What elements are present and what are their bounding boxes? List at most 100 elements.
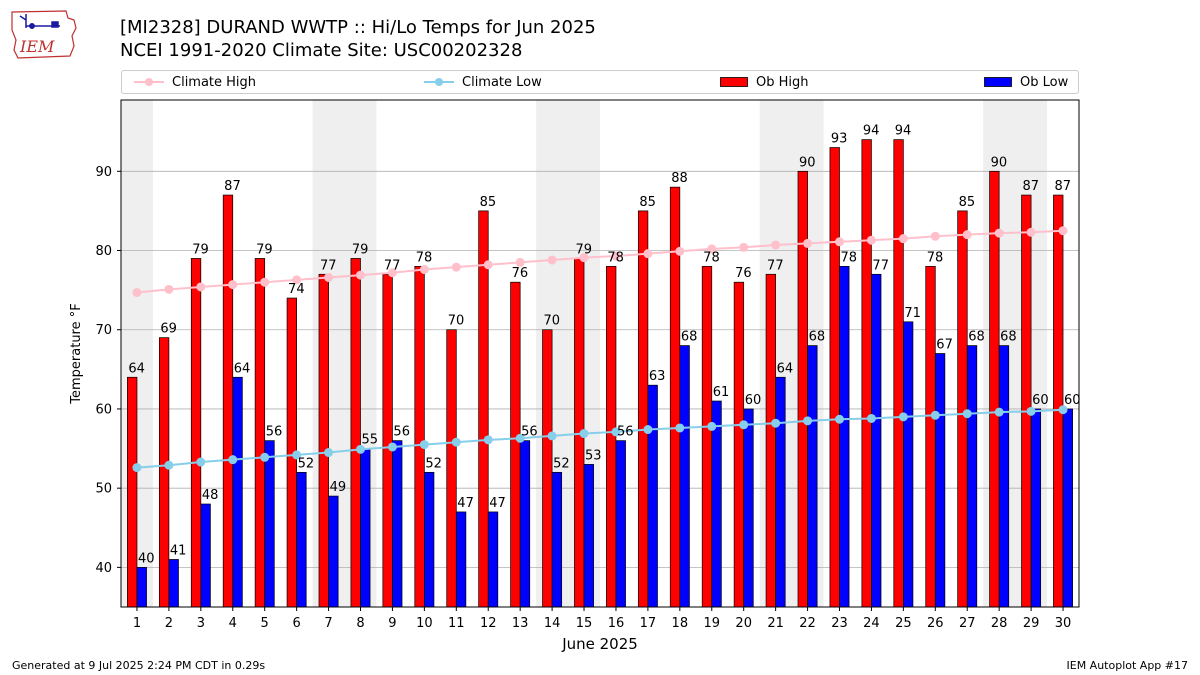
legend-item-ob-high: Ob High [720,71,809,93]
climate-high-point-24 [866,235,876,245]
climate-low-point-12 [483,435,493,445]
ob-high-bar-7 [318,273,329,608]
climate-high-point-11 [451,262,461,272]
ob-high-value-27: 85 [959,195,976,210]
ob-low-bar-11 [455,511,467,608]
legend: Climate High Climate Low Ob High Ob Low [121,70,1079,94]
ob-high-bar-16 [606,266,617,608]
climate-high-point-3 [196,282,206,292]
climate-low-point-9 [387,442,397,452]
app-credit: IEM Autoplot App #17 [1066,659,1189,672]
ob-low-value-22: 68 [809,330,826,345]
ob-low-value-29: 60 [1032,393,1049,408]
climate-low-point-11 [451,437,461,447]
legend-label-climate-low: Climate Low [462,74,542,90]
x-tick-label-6: 6 [292,616,300,631]
ob-high-bar-22 [797,170,808,608]
climate-high-point-23 [835,237,844,247]
x-tick-label-5: 5 [261,616,269,631]
x-tick-label-3: 3 [197,616,205,631]
climate-high-point-6 [292,275,302,285]
ob-low-value-16: 56 [617,425,634,440]
weekend-shade-21 [759,100,792,607]
ob-high-bar-30 [1053,194,1064,608]
climate-low-point-2 [164,460,174,470]
ob-high-value-24: 94 [863,124,880,139]
legend-label-ob-low: Ob Low [1020,74,1069,90]
climate-high-point-25 [898,234,908,244]
x-tick-label-15: 15 [576,616,593,631]
ob-low-bar-24 [871,273,882,608]
chart-title: [MI2328] DURAND WWTP :: Hi/Lo Temps for … [120,17,596,38]
x-tick-label-9: 9 [388,616,396,631]
ob-high-value-1: 64 [128,361,145,376]
ob-low-bar-28 [998,345,1010,608]
ob-high-value-4: 87 [224,179,241,194]
chart-subtitle: NCEI 1991-2020 Climate Site: USC00202328 [120,40,523,61]
climate-high-point-13 [515,257,525,267]
climate-low-point-5 [260,452,270,462]
legend-item-climate-high: Climate High [134,71,256,93]
y-axis-label: Temperature °F [69,303,84,404]
ob-low-value-26: 67 [936,338,953,353]
ob-low-value-2: 41 [170,543,187,558]
ob-low-value-23: 78 [841,250,858,265]
ob-high-bar-13 [510,281,521,608]
ob-high-bar-10 [414,266,425,608]
climate-low-point-13 [515,433,525,443]
y-tick-label-50: 50 [95,482,112,497]
ob-high-bar-11 [446,329,457,608]
ob-low-bar-29 [1030,408,1042,608]
climate-high-point-16 [611,251,621,261]
ob-high-bar-1 [127,376,138,608]
x-tick-label-13: 13 [512,616,529,631]
climate-high-point-29 [1026,227,1036,237]
x-tick-label-1: 1 [133,616,141,631]
ob-low-value-25: 71 [904,306,921,321]
climate-low-point-6 [292,450,302,460]
ob-low-value-18: 68 [681,330,698,345]
x-tick-label-17: 17 [640,616,657,631]
climate-high-point-8 [356,270,365,280]
weekend-shade-1 [121,100,153,607]
ob-low-bar-13 [519,440,531,608]
ob-high-value-18: 88 [671,171,688,186]
ob-low-value-3: 48 [202,488,219,503]
x-tick-label-16: 16 [608,616,625,631]
ob-high-bar-17 [637,210,649,608]
ob-high-bar-5 [254,258,266,608]
ob-low-bar-5 [264,440,275,608]
ob-high-bar-25 [893,139,904,608]
ob-high-value-22: 90 [799,155,816,170]
ob-low-value-10: 52 [425,456,442,471]
ob-high-value-10: 78 [416,250,433,265]
climate-low-point-24 [866,413,876,423]
ob-low-value-17: 63 [649,369,666,384]
climate-high-point-22 [803,238,813,248]
x-tick-label-14: 14 [544,616,561,631]
legend-item-ob-low: Ob Low [984,71,1068,93]
ob-high-value-28: 90 [991,155,1008,170]
x-tick-label-12: 12 [480,616,497,631]
ob-low-bar-19 [711,400,722,608]
climate-low-point-21 [771,418,781,428]
ob-high-bar-20 [733,281,745,608]
x-tick-label-4: 4 [229,616,237,631]
ob-high-bar-26 [925,266,936,608]
y-tick-label-60: 60 [95,402,112,417]
ob-low-value-12: 47 [489,496,506,511]
ob-high-value-11: 70 [448,314,465,329]
weekend-shade-14 [536,100,569,607]
logo-text: IEM [19,37,55,56]
ob-low-bar-30 [1062,408,1073,608]
ob-low-bar-10 [424,471,435,608]
y-tick-label-40: 40 [95,561,112,576]
x-tick-label-24: 24 [863,616,880,631]
bars [127,139,1073,608]
climate-high-point-26 [930,231,940,241]
climate-low-point-10 [419,440,429,450]
x-tick-label-7: 7 [324,616,332,631]
ob-low-value-20: 60 [745,393,762,408]
climate-high-point-10 [419,265,429,275]
